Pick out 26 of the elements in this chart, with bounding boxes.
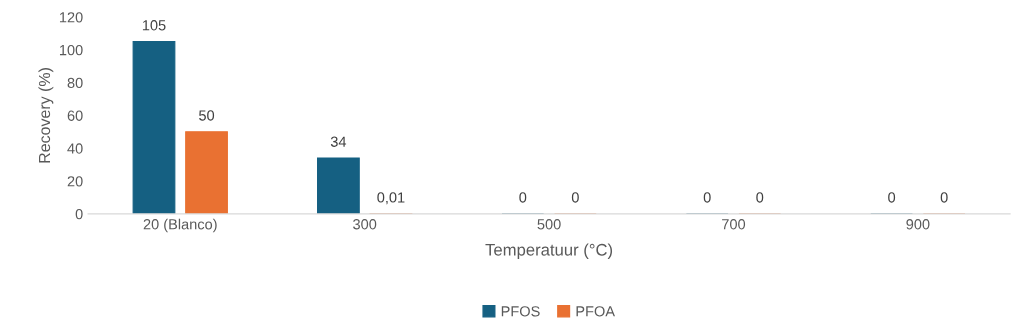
data-label: 0,01: [377, 192, 405, 205]
y-tick-label: 80: [67, 77, 83, 89]
data-label: 50: [199, 110, 215, 121]
legend-label: PFOA: [576, 306, 616, 317]
y-tick-label: 40: [67, 143, 83, 154]
data-label: 0: [888, 192, 896, 203]
x-tick-label: 700: [722, 219, 746, 230]
x-tick-label: 500: [537, 219, 561, 230]
x-tick-label: 20 (Blanco): [143, 218, 217, 233]
x-tick-label: 900: [906, 219, 930, 230]
data-label: 105: [142, 20, 166, 31]
y-tick-label: 100: [59, 44, 83, 56]
data-label: 34: [330, 136, 347, 147]
data-label: 0: [940, 192, 948, 203]
data-label: 0: [571, 192, 579, 203]
y-tick-label: 60: [67, 110, 83, 121]
legend-label: PFOS: [501, 306, 540, 317]
y-tick-label: 120: [59, 12, 83, 23]
data-label: 0: [703, 192, 711, 203]
y-axis-title: Recovery (%): [38, 68, 54, 163]
y-tick-label: 0: [75, 208, 83, 220]
y-tick-label: 20: [67, 176, 83, 187]
x-axis-title: Temperatuur (°C): [485, 243, 613, 259]
data-label: 0: [519, 192, 527, 203]
data-label: 0: [756, 192, 764, 203]
x-tick-label: 300: [353, 219, 377, 230]
